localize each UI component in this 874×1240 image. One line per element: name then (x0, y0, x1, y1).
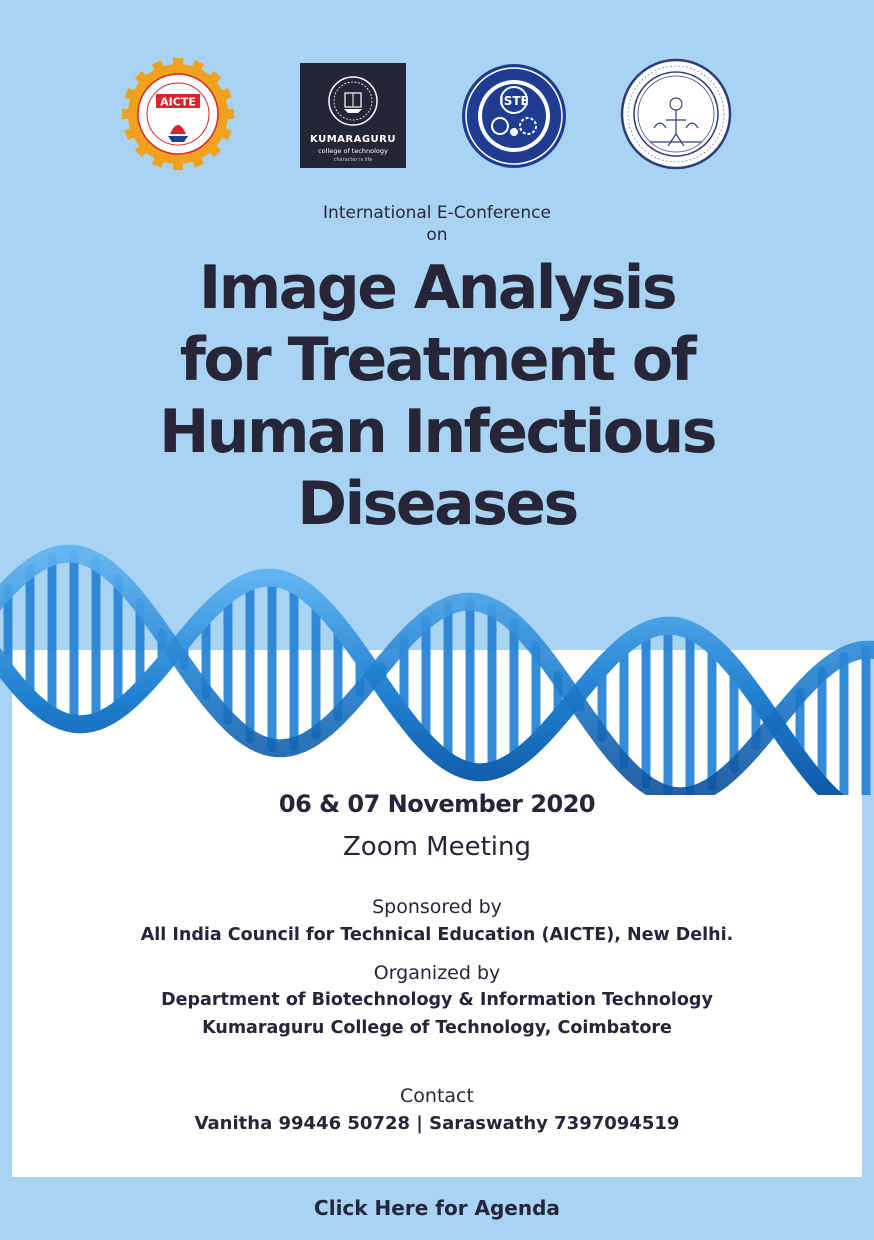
conference-title: Image Analysis for Treatment of Human In… (0, 252, 874, 540)
contact-people: Vanitha 99446 50728 | Saraswathy 7397094… (194, 1113, 680, 1134)
sponsor-label: Sponsored by (372, 896, 502, 918)
aicte-logo: AICTE (122, 58, 234, 170)
details-card (12, 650, 862, 1177)
organizer-department: Department of Biotechnology & Informatio… (161, 990, 713, 1010)
agenda-link[interactable]: Click Here for Agenda (314, 1196, 560, 1220)
conference-on: on (426, 225, 448, 245)
logo-bar: AICTE KUMARAGURU college of technology c… (0, 58, 874, 173)
kct-logo-subtitle: college of technology (318, 147, 388, 155)
organizer-college: Kumaraguru College of Technology, Coimba… (202, 1018, 672, 1038)
iste-logo: ISTE (462, 64, 566, 168)
title-line: Human Infectious (159, 397, 717, 467)
dna-helix-image (0, 544, 874, 795)
event-dates: 06 & 07 November 2020 (278, 790, 596, 818)
title-line: Image Analysis (198, 253, 678, 323)
institution-of-engineers-logo (620, 58, 732, 170)
organizer-label: Organized by (373, 962, 501, 984)
event-venue: Zoom Meeting (342, 832, 532, 862)
kct-emblem-icon (328, 76, 378, 126)
svg-text:ISTE: ISTE (499, 94, 529, 108)
conference-type: International E-Conference (323, 203, 551, 223)
contact-label: Contact (400, 1085, 474, 1107)
title-line: for Treatment of (179, 325, 697, 395)
sponsor-organization: All India Council for Technical Educatio… (140, 925, 734, 945)
kct-logo-tagline: character is life (333, 157, 373, 163)
kct-logo: KUMARAGURU college of technology charact… (300, 63, 406, 168)
kct-logo-name: KUMARAGURU (310, 134, 396, 145)
title-line: Diseases (297, 469, 579, 539)
svg-text:AICTE: AICTE (160, 96, 196, 109)
